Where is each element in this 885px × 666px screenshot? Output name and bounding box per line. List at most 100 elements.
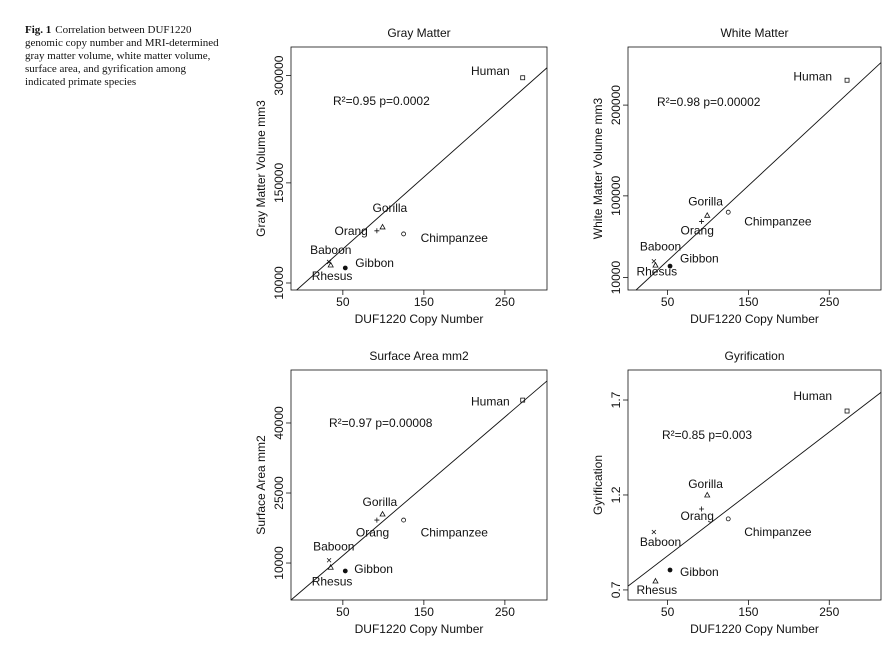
point — [374, 228, 380, 234]
x-tick-label: 150 — [738, 295, 758, 309]
point — [379, 510, 386, 517]
point — [704, 491, 711, 498]
point — [379, 223, 386, 230]
point — [326, 557, 332, 563]
point — [704, 211, 711, 218]
fit-line — [296, 67, 548, 291]
point-label: Human — [471, 394, 510, 408]
x-tick-label: 150 — [414, 605, 434, 619]
caption-text: Correlation between DUF1220 genomic copy… — [25, 24, 219, 88]
point — [342, 568, 348, 574]
x-axis-label: DUF1220 Copy Number — [355, 312, 484, 326]
caption-label: Fig. 1 — [25, 24, 52, 36]
y-axis-label: Gray Matter Volume mm3 — [254, 100, 268, 237]
point-label: Chimpanzee — [421, 525, 489, 539]
point — [342, 265, 348, 271]
point-label: Baboon — [313, 539, 354, 553]
fit-annotation: R²=0.95 p=0.0002 — [333, 94, 430, 108]
plot-frame — [290, 369, 548, 601]
point — [327, 261, 334, 268]
point — [401, 517, 407, 523]
point — [374, 517, 380, 523]
point-label: Chimpanzee — [421, 231, 489, 245]
plot-frame — [627, 369, 882, 601]
y-tick-label: 10000 — [272, 546, 286, 580]
point-label: Gorilla — [363, 495, 398, 509]
x-tick-label: 50 — [661, 295, 675, 309]
point-label: Chimpanzee — [744, 525, 812, 539]
x-tick-label: 250 — [495, 295, 515, 309]
plot-frame — [290, 46, 548, 291]
x-tick-label: 50 — [336, 605, 350, 619]
chart-title: Surface Area mm2 — [369, 349, 469, 363]
point — [725, 209, 731, 215]
y-tick-label: 300000 — [272, 55, 286, 95]
y-axis-label: Gyrification — [591, 455, 605, 515]
fit-annotation: R²=0.85 p=0.003 — [662, 428, 752, 442]
x-axis-label: DUF1220 Copy Number — [690, 622, 819, 636]
point — [520, 75, 526, 81]
y-tick-label: 1.2 — [609, 486, 623, 503]
fit-line — [627, 392, 882, 587]
point-label: Gibbon — [680, 565, 719, 579]
point — [699, 506, 705, 512]
x-tick-label: 150 — [738, 605, 758, 619]
point-label: Human — [793, 69, 832, 83]
chart-title: Gyrification — [724, 349, 784, 363]
fit-annotation: R²=0.98 p=0.00002 — [657, 95, 761, 109]
point — [520, 397, 526, 403]
point-label: Human — [471, 64, 510, 78]
point — [651, 529, 657, 535]
x-tick-label: 250 — [819, 295, 839, 309]
point — [844, 77, 850, 83]
plot-frame — [627, 46, 882, 291]
y-tick-label: 25000 — [272, 476, 286, 510]
x-tick-label: 50 — [336, 295, 350, 309]
point-label: Rhesus — [312, 574, 353, 588]
point — [725, 516, 731, 522]
y-axis-label: White Matter Volume mm3 — [591, 97, 605, 239]
point-label: Orang — [356, 525, 389, 539]
point-label: Human — [793, 389, 832, 403]
point-label: Gorilla — [373, 201, 408, 215]
y-tick-label: 0.7 — [609, 581, 623, 598]
y-tick-label: 100000 — [609, 176, 623, 216]
y-tick-label: 40000 — [272, 406, 286, 440]
y-axis-label: Surface Area mm2 — [254, 435, 268, 535]
chart-title: Gray Matter — [387, 26, 450, 40]
x-tick-label: 50 — [661, 605, 675, 619]
point — [327, 563, 334, 570]
point — [699, 219, 705, 225]
x-axis-label: DUF1220 Copy Number — [690, 312, 819, 326]
point-label: Chimpanzee — [744, 214, 812, 228]
point-label: Orang — [335, 224, 368, 238]
x-tick-label: 250 — [495, 605, 515, 619]
point-label: Gorilla — [688, 477, 723, 491]
point-label: Baboon — [310, 243, 351, 257]
point-label: Orang — [681, 509, 714, 523]
figure-caption: Fig. 1 Correlation between DUF1220 genomi… — [25, 24, 219, 89]
point-label: Baboon — [640, 239, 681, 253]
point-label: Baboon — [640, 535, 681, 549]
point-label: Gibbon — [354, 562, 393, 576]
point — [652, 577, 659, 584]
point-label: Rhesus — [312, 269, 353, 283]
point — [667, 567, 673, 573]
fit-annotation: R²=0.97 p=0.00008 — [329, 416, 433, 430]
x-axis-label: DUF1220 Copy Number — [355, 622, 484, 636]
y-tick-label: 10000 — [272, 266, 286, 300]
fit-line — [290, 380, 548, 601]
point-label: Gibbon — [355, 256, 394, 270]
point-label: Gibbon — [680, 251, 719, 265]
point-label: Rhesus — [636, 264, 677, 278]
y-tick-label: 1.7 — [609, 391, 623, 408]
y-tick-label: 200000 — [609, 85, 623, 125]
point-label: Orang — [681, 224, 714, 238]
chart-title: White Matter — [720, 26, 788, 40]
point — [401, 231, 407, 237]
x-tick-label: 250 — [819, 605, 839, 619]
x-tick-label: 150 — [414, 295, 434, 309]
y-tick-label: 150000 — [272, 163, 286, 203]
